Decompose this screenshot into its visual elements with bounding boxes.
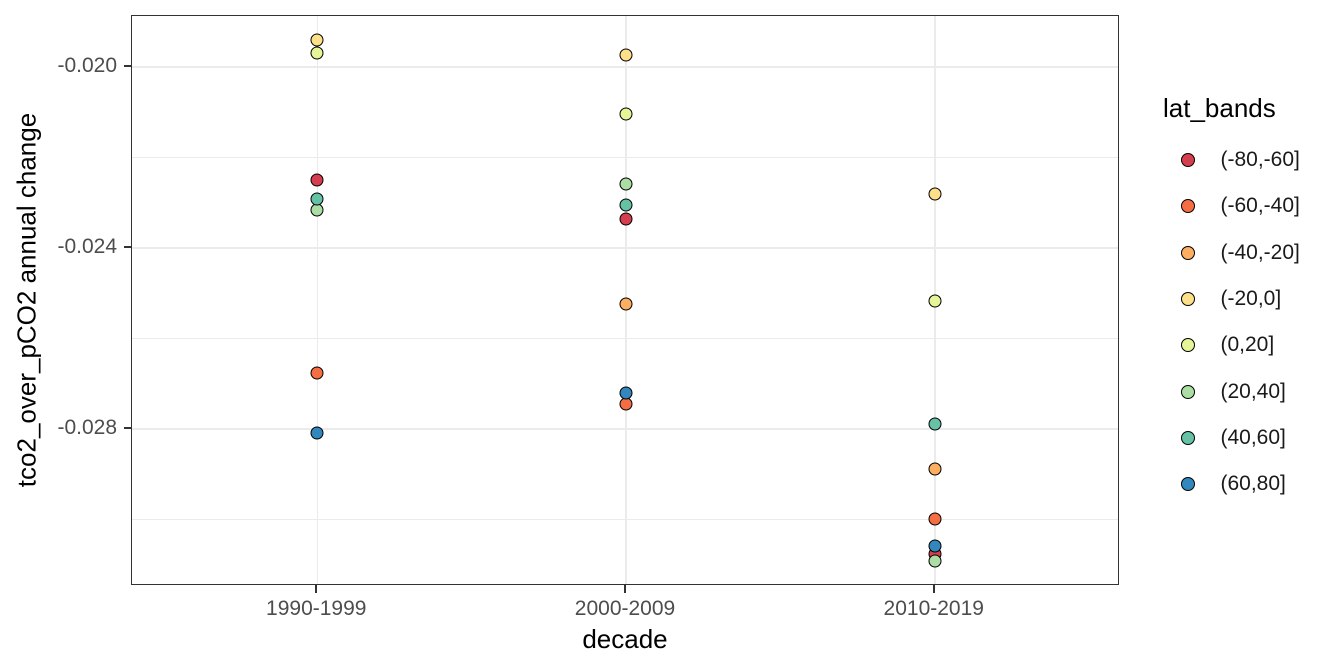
data-point: [928, 417, 942, 431]
data-point: [928, 539, 942, 553]
legend-key-icon: [1180, 199, 1195, 214]
legend-item: (0,20]: [1163, 322, 1300, 368]
legend-item: (60,80]: [1163, 461, 1300, 507]
data-point: [928, 512, 942, 526]
legend-label: (-40,-20]: [1220, 240, 1300, 264]
gridline-major-horizontal: [132, 66, 1118, 68]
legend-item: (-40,-20]: [1163, 230, 1300, 276]
gridline-minor-horizontal: [132, 518, 1118, 520]
y-tick-mark: [124, 245, 131, 248]
legend-items: (-80,-60] (-60,-40] (-40,-20] (-20,0] (0,20]…: [1163, 137, 1300, 507]
x-axis-title: decade: [582, 624, 668, 654]
y-tick-label: -0.028: [57, 415, 117, 439]
legend-key-icon: [1180, 477, 1195, 492]
data-point: [619, 107, 633, 121]
legend-label: (40,60]: [1220, 425, 1286, 449]
data-point: [619, 212, 633, 226]
legend-item: (20,40]: [1163, 368, 1300, 414]
legend-label: (0,20]: [1220, 333, 1275, 357]
legend-item: (40,60]: [1163, 415, 1300, 461]
legend-key-icon: [1180, 153, 1195, 168]
x-tick-mark: [315, 585, 318, 593]
data-point: [619, 177, 633, 191]
legend-key-icon: [1180, 384, 1195, 399]
gridline-minor-horizontal: [132, 156, 1118, 158]
x-tick-mark: [932, 585, 935, 593]
legend: lat_bands (-80,-60] (-60,-40] (-40,-20] (-2…: [1163, 92, 1300, 507]
data-point: [928, 554, 942, 568]
data-point: [619, 386, 633, 400]
legend-key-icon: [1180, 430, 1195, 445]
plot-panel: [131, 15, 1119, 585]
y-tick-mark: [124, 426, 131, 429]
legend-label: (-60,-40]: [1220, 194, 1300, 218]
legend-item: (-20,0]: [1163, 276, 1300, 322]
data-point: [928, 462, 942, 476]
data-point: [928, 294, 942, 308]
legend-key-icon: [1180, 245, 1195, 260]
x-tick-mark: [624, 585, 626, 593]
legend-key-icon: [1180, 338, 1195, 353]
x-tick-label: 2000-2009: [574, 597, 676, 620]
legend-label: (-80,-60]: [1220, 148, 1300, 172]
gridline-major-horizontal: [132, 247, 1118, 249]
x-tick-label: 1990-1999: [266, 597, 367, 620]
legend-item: (-80,-60]: [1163, 137, 1300, 183]
data-point: [928, 187, 942, 201]
data-point: [310, 33, 324, 47]
data-point: [619, 198, 633, 212]
legend-title: lat_bands: [1163, 93, 1276, 123]
x-tick-label: 2010-2019: [883, 597, 984, 620]
data-point: [619, 397, 633, 411]
y-tick-mark: [124, 64, 131, 67]
gridline-major-vertical: [316, 16, 318, 584]
data-point: [310, 426, 324, 440]
y-tick-label: -0.020: [57, 53, 117, 77]
legend-key-icon: [1180, 292, 1195, 307]
data-point: [619, 297, 633, 311]
gridline-major-horizontal: [132, 428, 1118, 430]
data-point: [310, 192, 324, 206]
data-point: [619, 48, 633, 62]
data-point: [310, 46, 324, 60]
data-point: [310, 366, 324, 380]
legend-item: (-60,-40]: [1163, 183, 1300, 229]
legend-label: (20,40]: [1220, 379, 1286, 403]
gridline-minor-horizontal: [132, 337, 1118, 339]
legend-label: (60,80]: [1220, 472, 1286, 496]
legend-label: (-20,0]: [1220, 287, 1282, 311]
data-point: [310, 173, 324, 187]
y-tick-label: -0.024: [57, 234, 117, 258]
